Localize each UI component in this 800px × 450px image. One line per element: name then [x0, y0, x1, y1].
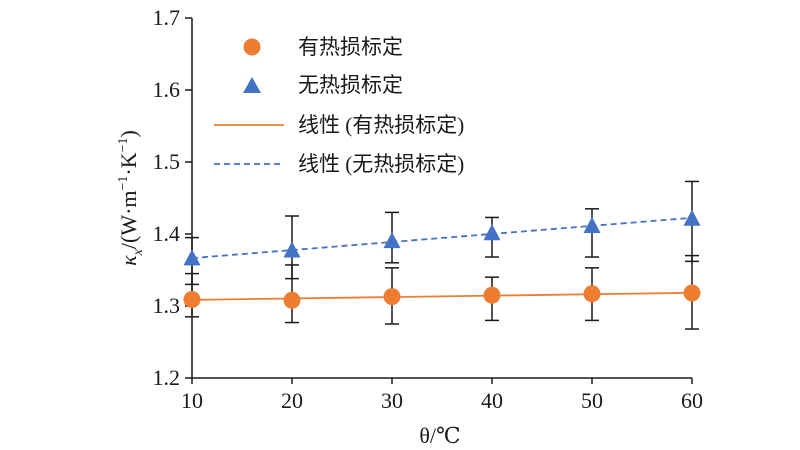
data-point-triangle: [583, 216, 601, 234]
y-axis-title-unit-k: ·K: [116, 152, 141, 175]
y-axis-title-kappa: κ: [116, 255, 141, 266]
data-point-circle: [283, 291, 301, 309]
data-point-triangle: [183, 249, 201, 266]
trendline-solid: [191, 291, 693, 301]
x-tick-label: 50: [581, 388, 603, 413]
x-tick-label: 20: [281, 388, 303, 413]
legend-marker-circle: [243, 38, 261, 56]
x-ticks: 10 20 30 40 50 60: [181, 378, 703, 413]
data-point-circle: [383, 288, 401, 306]
y-axis-title-subscript: x: [131, 248, 146, 256]
x-tick-label: 40: [481, 388, 503, 413]
y-axis-title-sup1: −1: [116, 176, 131, 191]
data-point-circle: [683, 284, 701, 302]
y-axis-title-close: ): [116, 130, 141, 137]
data-point-triangle: [283, 241, 301, 258]
x-tick-label: 10: [181, 388, 203, 413]
x-axis-title: θ/℃: [419, 423, 460, 448]
y-axis-title: κx/(W·m−1·K−1): [116, 130, 146, 266]
data-point-circle: [483, 286, 501, 304]
y-axis-title-unit: /(W·m: [116, 190, 141, 249]
legend: 有热损标定 无热损标定 线性 (有热损标定) 线性 (无热损标定): [214, 35, 464, 176]
data-point-triangle: [683, 209, 701, 226]
y-tick-label: 1.3: [153, 293, 181, 318]
data-point-triangle: [383, 231, 401, 249]
y-tick-label: 1.4: [153, 221, 181, 246]
trendlines: [191, 216, 693, 301]
x-tick-label: 60: [681, 388, 703, 413]
data-points: [183, 209, 701, 309]
y-tick-label: 1.6: [153, 77, 181, 102]
axes: 1.2 1.3 1.4 1.5 1.6 1.7 10 20 30 40 50 60: [153, 5, 704, 413]
legend-label-trend-2: 线性 (无热损标定): [298, 152, 464, 176]
legend-marker-triangle: [243, 77, 261, 93]
data-point-triangle: [483, 224, 501, 241]
y-tick-label: 1.5: [153, 149, 181, 174]
x-tick-label: 30: [381, 388, 403, 413]
trendline-dashed: [191, 216, 693, 260]
y-tick-label: 1.7: [153, 5, 181, 30]
legend-label-trend-1: 线性 (有热损标定): [298, 113, 464, 137]
error-bars: [185, 180, 699, 330]
y-tick-label: 1.2: [153, 365, 181, 390]
data-point-circle: [183, 291, 201, 309]
legend-label-series-1: 有热损标定: [298, 35, 403, 59]
y-ticks: 1.2 1.3 1.4 1.5 1.6 1.7: [153, 5, 192, 390]
data-point-circle: [583, 285, 601, 303]
y-axis-title-sup2: −1: [116, 137, 131, 152]
legend-label-series-2: 无热损标定: [298, 73, 403, 97]
